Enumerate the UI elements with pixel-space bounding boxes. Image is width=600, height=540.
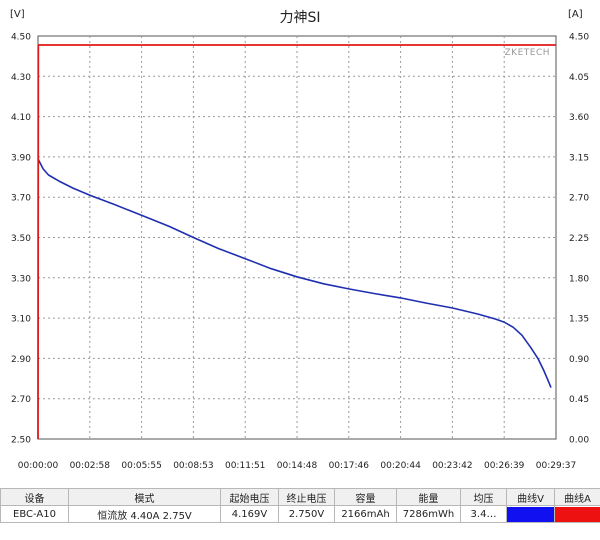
x-axis-tick-label: 00:23:42 (432, 461, 472, 471)
header-curve-v: 曲线V (506, 488, 555, 506)
chart-svg: 力神SI [V] [A] ZKETECH 2.50 2.70 2.90 3.10 3.3… (10, 9, 589, 471)
cell-avg-voltage: 3.4… (460, 505, 507, 523)
grid (38, 36, 556, 439)
watermark: ZKETECH (505, 48, 551, 58)
cell-device: EBC-A10 (0, 505, 69, 523)
header-end-voltage: 终止电压 (278, 488, 335, 506)
voltage-series-line (37, 158, 552, 388)
x-axis-tick-label: 00:05:55 (121, 461, 161, 471)
curve-a-color-swatch[interactable] (555, 506, 600, 522)
x-axis-ticks: 00:00:00 00:02:58 00:05:55 00:08:53 00:11:51… (18, 461, 576, 471)
cell-curve-a[interactable] (554, 505, 600, 523)
header-mode: 模式 (68, 488, 221, 506)
left-axis-tick-label: 3.90 (11, 153, 31, 163)
right-axis-tick-label: 0.45 (569, 395, 589, 405)
x-axis-tick-label: 00:14:48 (277, 461, 318, 471)
header-curve-a: 曲线A (554, 488, 600, 506)
left-axis-tick-label: 3.10 (11, 315, 31, 325)
cell-energy: 7286mWh (396, 505, 461, 523)
cell-curve-v[interactable] (506, 505, 555, 523)
cell-capacity: 2166mAh (334, 505, 397, 523)
right-axis-unit: [A] (568, 9, 583, 20)
header-energy: 能量 (396, 488, 461, 506)
left-axis-ticks: 2.50 2.70 2.90 3.10 3.30 3.50 3.70 3.90 4.10 4.30… (11, 33, 31, 446)
left-axis-unit: [V] (10, 9, 25, 20)
curve-v-color-swatch[interactable] (507, 506, 554, 522)
x-axis-tick-label: 00:17:46 (329, 461, 370, 471)
right-axis-tick-label: 1.35 (569, 315, 589, 325)
right-axis-tick-label: 4.05 (569, 73, 589, 83)
header-start-voltage: 起始电压 (220, 488, 279, 506)
right-axis-tick-label: 2.25 (569, 234, 589, 244)
x-axis-tick-label: 00:26:39 (484, 461, 525, 471)
header-capacity: 容量 (334, 488, 397, 506)
stats-table: 设备 模式 起始电压 终止电压 容量 能量 均压 曲线V 曲线A EBC-A10… (0, 488, 600, 523)
x-axis-tick-label: 00:29:37 (536, 461, 576, 471)
left-axis-tick-label: 4.10 (11, 113, 31, 123)
chart-title: 力神SI (279, 10, 320, 26)
header-device: 设备 (0, 488, 69, 506)
x-axis-tick-label: 00:02:58 (70, 461, 111, 471)
left-axis-tick-label: 4.30 (11, 73, 31, 83)
right-axis-tick-label: 0.00 (569, 436, 589, 446)
cell-end-voltage: 2.750V (278, 505, 335, 523)
left-axis-tick-label: 2.90 (11, 355, 31, 365)
cell-mode: 恒流放 4.40A 2.75V (68, 505, 221, 523)
left-axis-tick-label: 2.70 (11, 395, 31, 405)
x-axis-tick-label: 00:20:44 (380, 461, 421, 471)
left-axis-tick-label: 3.50 (11, 234, 31, 244)
right-axis-tick-label: 3.60 (569, 113, 589, 123)
discharge-chart: 力神SI [V] [A] ZKETECH 2.50 2.70 2.90 3.10 3.3… (10, 9, 589, 471)
series-layer (37, 44, 556, 440)
cell-start-voltage: 4.169V (220, 505, 279, 523)
right-axis-tick-label: 4.50 (569, 33, 589, 43)
left-axis-tick-label: 3.70 (11, 194, 31, 204)
right-axis-tick-label: 3.15 (569, 153, 589, 163)
left-axis-tick-label: 3.30 (11, 274, 31, 284)
header-avg-voltage: 均压 (460, 488, 507, 506)
right-axis-tick-label: 1.80 (569, 274, 589, 284)
left-axis-tick-label: 2.50 (11, 436, 31, 446)
right-axis-tick-label: 0.90 (569, 355, 589, 365)
x-axis-tick-label: 00:08:53 (173, 461, 213, 471)
x-axis-tick-label: 00:00:00 (18, 461, 59, 471)
stats-data-row[interactable]: EBC-A10 恒流放 4.40A 2.75V 4.169V 2.750V 21… (0, 505, 600, 523)
left-axis-tick-label: 4.50 (11, 33, 31, 43)
x-axis-tick-label: 00:11:51 (225, 461, 265, 471)
current-series-line (37, 44, 556, 440)
right-axis-ticks: 0.00 0.45 0.90 1.35 1.80 2.25 2.70 3.15 3.60 4.05… (569, 33, 589, 446)
right-axis-tick-label: 2.70 (569, 194, 589, 204)
stats-header-row: 设备 模式 起始电压 终止电压 容量 能量 均压 曲线V 曲线A (0, 488, 600, 506)
